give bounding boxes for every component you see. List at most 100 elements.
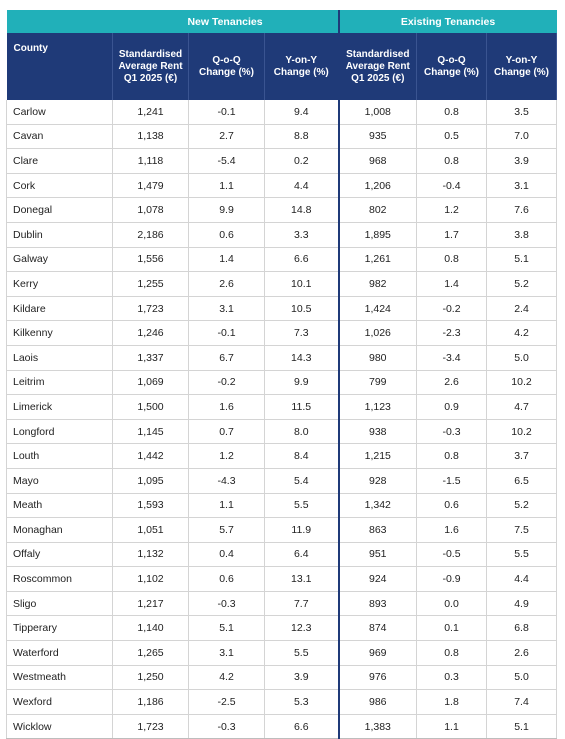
existing-rent-cell: 969 <box>337 640 418 666</box>
county-cell: Longford <box>6 419 113 445</box>
header-line: Q-o-Q <box>437 54 466 66</box>
existing-qoq-cell: -0.5 <box>416 542 488 568</box>
new-yoy-cell: 5.5 <box>264 493 340 519</box>
table-row: Kerry 1,255 2.6 10.1 982 1.4 5.2 <box>6 271 558 297</box>
existing-yoy-cell: 3.7 <box>486 443 558 469</box>
new-qoq-cell: 5.7 <box>188 517 265 543</box>
existing-qoq-cell: -0.4 <box>416 173 488 199</box>
header-line: Standardised <box>118 48 183 60</box>
existing-rent-cell: 980 <box>337 345 418 371</box>
new-yoy-cell: 9.4 <box>264 100 340 125</box>
existing-yoy-cell: 4.7 <box>486 394 558 420</box>
county-cell: Sligo <box>6 591 113 617</box>
new-yoy-cell: 13.1 <box>264 566 340 592</box>
existing-rent-cell: 1,215 <box>337 443 418 469</box>
new-rent-cell: 1,145 <box>112 419 189 445</box>
existing-qoq-cell: -2.3 <box>416 320 488 346</box>
existing-rent-cell: 1,895 <box>337 222 418 248</box>
existing-yoy-cell: 3.9 <box>486 148 558 174</box>
new-rent-cell: 1,140 <box>112 615 189 642</box>
new-yoy-cell: 8.4 <box>264 443 340 469</box>
new-qoq-cell: 1.2 <box>188 443 265 469</box>
new-rent-cell: 1,132 <box>112 542 189 568</box>
county-cell: Dublin <box>6 222 113 248</box>
existing-qoq-cell: 1.8 <box>416 689 488 715</box>
new-yoy-cell: 5.3 <box>264 689 340 715</box>
column-header-existing-yoy: Y-on-Y Change (%) <box>486 33 558 100</box>
table-body: Carlow 1,241 -0.1 9.4 1,008 0.8 3.5 Cavan 1,138 2… <box>6 100 558 739</box>
existing-qoq-cell: 0.6 <box>416 493 488 519</box>
new-rent-cell: 1,479 <box>112 173 189 199</box>
new-rent-cell: 1,078 <box>112 197 189 223</box>
table-row: Longford 1,145 0.7 8.0 938 -0.3 10.2 <box>6 419 558 445</box>
existing-qoq-cell: 0.9 <box>416 394 488 420</box>
county-cell: Kerry <box>6 271 113 297</box>
county-cell: Wicklow <box>6 714 113 739</box>
existing-yoy-cell: 2.4 <box>486 296 558 322</box>
rent-table-container: New Tenancies Existing Tenancies County … <box>6 10 558 739</box>
new-qoq-cell: 5.1 <box>188 615 265 642</box>
existing-yoy-cell: 3.8 <box>486 222 558 248</box>
new-rent-cell: 1,186 <box>112 689 189 715</box>
new-rent-cell: 1,051 <box>112 517 189 543</box>
existing-yoy-cell: 5.2 <box>486 271 558 297</box>
new-qoq-cell: -4.3 <box>188 468 265 494</box>
new-rent-cell: 2,186 <box>112 222 189 248</box>
column-header-new-rent: Standardised Average Rent Q1 2025 (€) <box>112 33 189 100</box>
new-rent-cell: 1,102 <box>112 566 189 592</box>
county-cell: Cork <box>6 173 113 199</box>
table-row: Louth 1,442 1.2 8.4 1,215 0.8 3.7 <box>6 443 558 469</box>
header-line: Q1 2025 (€) <box>351 72 405 84</box>
new-qoq-cell: 1.4 <box>188 247 265 273</box>
table-row: Kildare 1,723 3.1 10.5 1,424 -0.2 2.4 <box>6 296 558 322</box>
existing-yoy-cell: 2.6 <box>486 640 558 666</box>
existing-qoq-cell: -3.4 <box>416 345 488 371</box>
existing-yoy-cell: 5.2 <box>486 493 558 519</box>
new-qoq-cell: 0.6 <box>188 566 265 592</box>
existing-yoy-cell: 7.6 <box>486 197 558 223</box>
existing-rent-cell: 802 <box>337 197 418 223</box>
new-yoy-cell: 0.2 <box>264 148 340 174</box>
existing-rent-cell: 1,424 <box>337 296 418 322</box>
new-qoq-cell: -5.4 <box>188 148 265 174</box>
existing-rent-cell: 935 <box>337 124 418 150</box>
county-cell: Donegal <box>6 197 113 223</box>
new-rent-cell: 1,217 <box>112 591 189 617</box>
new-rent-cell: 1,723 <box>112 296 189 322</box>
table-row: Clare 1,118 -5.4 0.2 968 0.8 3.9 <box>6 148 558 174</box>
county-cell: Offaly <box>6 542 113 568</box>
existing-rent-cell: 1,342 <box>337 493 418 519</box>
table-row: Mayo 1,095 -4.3 5.4 928 -1.5 6.5 <box>6 468 558 494</box>
new-qoq-cell: 2.6 <box>188 271 265 297</box>
table-row: Galway 1,556 1.4 6.6 1,261 0.8 5.1 <box>6 247 558 273</box>
header-line: Change (%) <box>424 66 480 78</box>
county-cell: Meath <box>6 493 113 519</box>
group-header-new-tenancies: New Tenancies <box>112 10 339 33</box>
existing-yoy-cell: 7.5 <box>486 517 558 543</box>
column-header-new-qoq: Q-o-Q Change (%) <box>188 33 265 100</box>
header-line: Average Rent <box>118 60 183 72</box>
header-line: Y-on-Y <box>285 54 318 66</box>
column-header-existing-qoq: Q-o-Q Change (%) <box>416 33 488 100</box>
new-yoy-cell: 7.3 <box>264 320 340 346</box>
county-cell: Westmeath <box>6 665 113 691</box>
new-yoy-cell: 11.5 <box>264 394 340 420</box>
new-rent-cell: 1,138 <box>112 124 189 150</box>
new-yoy-cell: 7.7 <box>264 591 340 617</box>
existing-yoy-cell: 6.5 <box>486 468 558 494</box>
existing-rent-cell: 951 <box>337 542 418 568</box>
table-row: Cork 1,479 1.1 4.4 1,206 -0.4 3.1 <box>6 173 558 199</box>
new-rent-cell: 1,069 <box>112 370 189 396</box>
existing-rent-cell: 893 <box>337 591 418 617</box>
table-row: Offaly 1,132 0.4 6.4 951 -0.5 5.5 <box>6 542 558 568</box>
existing-rent-cell: 1,008 <box>337 100 418 125</box>
county-cell: Carlow <box>6 100 113 125</box>
new-yoy-cell: 3.3 <box>264 222 340 248</box>
county-cell: Roscommon <box>6 566 113 592</box>
existing-qoq-cell: 0.3 <box>416 665 488 691</box>
existing-rent-cell: 1,206 <box>337 173 418 199</box>
new-yoy-cell: 6.6 <box>264 714 340 739</box>
new-qoq-cell: 1.1 <box>188 173 265 199</box>
county-cell: Leitrim <box>6 370 113 396</box>
existing-rent-cell: 976 <box>337 665 418 691</box>
